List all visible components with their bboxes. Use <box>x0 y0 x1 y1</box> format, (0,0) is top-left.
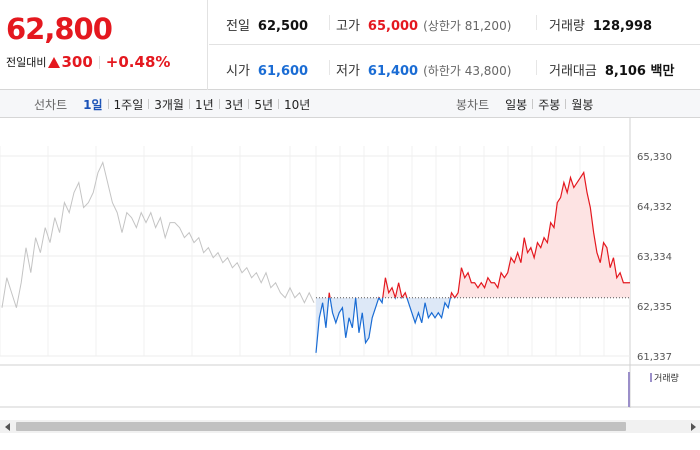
change-label: 전일대비 <box>6 56 47 69</box>
change-amount: 300 <box>61 53 93 71</box>
stat-label: 거래량 <box>549 19 585 34</box>
change-row: 전일대비 300 +0.48% <box>6 53 170 71</box>
area-fill-down <box>316 297 630 353</box>
chevron-right-icon <box>690 422 696 431</box>
period-tab[interactable]: 1주일 <box>113 97 144 112</box>
stat-label: 고가 <box>336 19 360 34</box>
divider <box>565 99 567 109</box>
volume-swatch <box>650 373 652 382</box>
period-tab[interactable]: 1년 <box>194 97 214 112</box>
stat-value: 128,998 <box>592 19 653 34</box>
stat-value: 65,000 <box>367 19 419 34</box>
divider <box>148 99 150 109</box>
stat-prev-close: 전일 62,500 <box>226 15 308 34</box>
stat-amount: 거래대금 8,106 백만 <box>549 60 674 79</box>
candle-chart-label: 봉차트 <box>456 97 490 112</box>
divider <box>188 99 190 109</box>
stat-label: 시가 <box>226 64 250 79</box>
series-line-down <box>315 297 456 353</box>
stat-value: 61,400 <box>367 64 419 79</box>
scrollbar-thumb[interactable] <box>16 422 626 431</box>
stat-label: 저가 <box>336 64 360 79</box>
stat-open: 시가 61,600 <box>226 60 308 79</box>
stat-value: 8,106 백만 <box>604 64 675 79</box>
candle-tab[interactable]: 주봉 <box>538 97 561 112</box>
stat-value: 62,500 <box>257 19 309 34</box>
divider <box>329 15 330 30</box>
up-arrow-icon <box>48 56 61 68</box>
candle-tab[interactable]: 월봉 <box>571 97 594 112</box>
quote-panel: 62,800 전일대비 300 +0.48% 전일 62,500 고가 65,0… <box>0 0 700 90</box>
y-tick-label: 64,332 <box>637 202 672 213</box>
stat-value: 61,600 <box>257 64 309 79</box>
divider <box>536 15 537 30</box>
chevron-left-icon <box>4 422 10 431</box>
period-tab[interactable]: 3개월 <box>154 97 184 112</box>
divider <box>218 99 220 109</box>
divider <box>532 99 534 109</box>
y-tick-label: 62,335 <box>637 302 672 313</box>
period-tab[interactable]: 10년 <box>284 97 311 112</box>
candle-tab[interactable]: 일봉 <box>505 97 528 112</box>
series-line-previous <box>1 161 315 308</box>
stat-high: 고가 65,000 (상한가 81,200) <box>336 15 511 34</box>
y-tick-label: 63,334 <box>637 252 672 263</box>
stats-row-2: 시가 61,600 저가 61,400 (하한가 43,800) 거래대금 8,… <box>209 45 700 90</box>
line-chart-periods: 선차트 1일 1주일 3개월 1년 3년 5년 10년 <box>34 90 315 118</box>
volume-legend-label: 거래량 <box>654 374 679 384</box>
period-tab[interactable]: 3년 <box>224 97 244 112</box>
stat-sub: (상한가 81,200) <box>423 19 512 33</box>
volume-legend: 거래량 <box>650 371 679 384</box>
stats-row-1: 전일 62,500 고가 65,000 (상한가 81,200) 거래량 128… <box>209 0 700 45</box>
scroll-left-button[interactable] <box>0 420 14 433</box>
area-fill-up <box>316 172 630 298</box>
y-tick-label: 65,330 <box>637 152 672 163</box>
series-line-up <box>328 170 630 298</box>
divider <box>248 99 250 109</box>
scroll-right-button[interactable] <box>686 420 700 433</box>
divider <box>536 60 537 75</box>
stat-volume: 거래량 128,998 <box>549 15 652 34</box>
chart-svg: 65,330 64,332 63,334 62,335 61,337 <box>0 118 700 408</box>
stat-label: 전일 <box>226 19 250 34</box>
divider <box>98 55 100 69</box>
current-price: 62,800 <box>6 12 113 46</box>
line-chart-label: 선차트 <box>34 97 68 112</box>
candle-chart-periods: 봉차트 일봉 주봉 월봉 <box>456 90 598 118</box>
change-percent: +0.48% <box>105 53 171 71</box>
y-tick-label: 61,337 <box>637 352 672 363</box>
stats-grid: 전일 62,500 고가 65,000 (상한가 81,200) 거래량 128… <box>209 0 700 90</box>
horizontal-scrollbar[interactable] <box>0 420 700 433</box>
period-tab[interactable]: 5년 <box>254 97 274 112</box>
price-box: 62,800 전일대비 300 +0.48% <box>0 0 208 90</box>
divider <box>107 99 109 109</box>
price-chart[interactable]: 65,330 64,332 63,334 62,335 61,337 거래량 <box>0 118 700 408</box>
divider <box>329 60 330 75</box>
divider <box>278 99 280 109</box>
stat-low: 저가 61,400 (하한가 43,800) <box>336 60 511 79</box>
stat-label: 거래대금 <box>549 64 597 79</box>
chart-toolbar: 선차트 1일 1주일 3개월 1년 3년 5년 10년 봉차트 일봉 주봉 월봉 <box>0 90 700 118</box>
period-tab[interactable]: 1일 <box>83 97 103 112</box>
stat-sub: (하한가 43,800) <box>423 64 512 78</box>
